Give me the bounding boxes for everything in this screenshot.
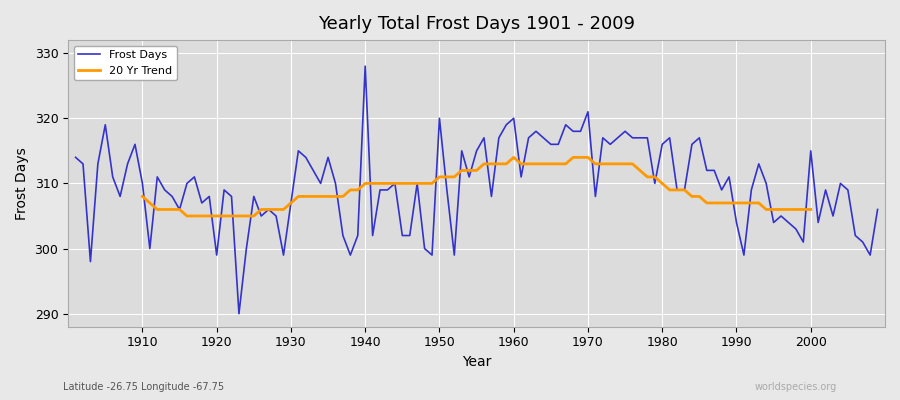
Title: Yearly Total Frost Days 1901 - 2009: Yearly Total Frost Days 1901 - 2009 (318, 15, 635, 33)
X-axis label: Year: Year (462, 355, 491, 369)
Frost Days (360, 64, 371, 68)
20 Yr Trend (301, 194, 311, 199)
Frost Days (612, 136, 623, 140)
20 Yr Trend (716, 200, 727, 205)
Frost Days (345, 253, 356, 258)
Frost Days (233, 311, 244, 316)
20 Yr Trend (137, 194, 148, 199)
Frost Days (301, 155, 311, 160)
Text: Latitude -26.75 Longitude -67.75: Latitude -26.75 Longitude -67.75 (63, 382, 224, 392)
Frost Days (516, 174, 526, 179)
Frost Days (130, 142, 140, 147)
Y-axis label: Frost Days: Frost Days (15, 147, 29, 220)
Line: Frost Days: Frost Days (76, 66, 878, 314)
Frost Days (70, 155, 81, 160)
20 Yr Trend (315, 194, 326, 199)
Legend: Frost Days, 20 Yr Trend: Frost Days, 20 Yr Trend (74, 46, 176, 80)
20 Yr Trend (538, 162, 549, 166)
20 Yr Trend (806, 207, 816, 212)
20 Yr Trend (798, 207, 809, 212)
20 Yr Trend (226, 214, 237, 218)
20 Yr Trend (182, 214, 193, 218)
20 Yr Trend (508, 155, 519, 160)
Frost Days (872, 207, 883, 212)
Frost Days (523, 136, 534, 140)
Text: worldspecies.org: worldspecies.org (755, 382, 837, 392)
Line: 20 Yr Trend: 20 Yr Trend (142, 157, 811, 216)
